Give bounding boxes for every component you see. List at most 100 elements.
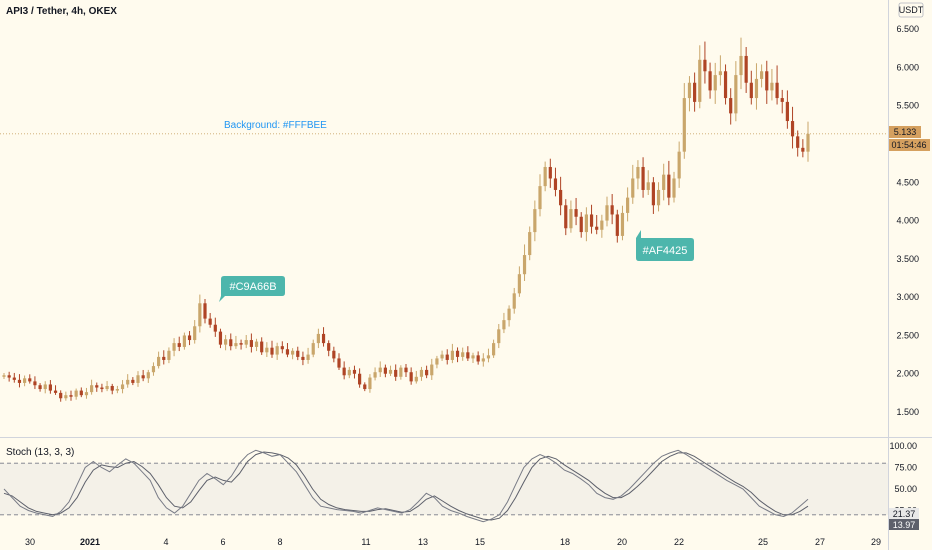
time-tick-label: 30 — [25, 537, 35, 547]
candle-body — [492, 343, 496, 356]
candle-body — [466, 352, 470, 359]
time-tick-label: 4 — [163, 537, 168, 547]
candle-body — [321, 333, 326, 344]
candle-body — [425, 369, 429, 376]
candle-body — [74, 390, 78, 397]
candle-body — [368, 377, 372, 390]
time-tick-label: 11 — [361, 537, 370, 547]
candle-body — [115, 389, 119, 391]
candle-body — [316, 333, 320, 344]
candle-body — [708, 71, 712, 91]
annotation-up-color[interactable]: #C9A66B — [219, 276, 285, 302]
candle-body — [734, 75, 738, 114]
stoch-d-tag[interactable]: 13.97 — [889, 519, 919, 530]
stoch-k-tag[interactable]: 21.37 — [889, 508, 919, 519]
candle-body — [198, 303, 202, 327]
price-pane[interactable] — [0, 37, 888, 402]
candle-body — [157, 356, 161, 367]
candle-body — [383, 367, 387, 374]
stoch-k-line — [3, 449, 809, 523]
candle-body — [739, 55, 743, 76]
candle-body — [507, 308, 511, 321]
candle-body — [337, 358, 341, 368]
candle-body — [600, 220, 604, 230]
time-tick-label: 20 — [617, 537, 627, 547]
candle-body — [775, 82, 779, 99]
candle-body — [693, 82, 697, 102]
candle-body — [796, 136, 800, 148]
candle-body — [667, 174, 671, 198]
svg-text:#AF4425: #AF4425 — [643, 245, 688, 257]
candle-body — [187, 335, 192, 341]
candle-body — [440, 354, 444, 359]
candle-body — [388, 369, 393, 374]
last-price-tag[interactable]: 5.133 01:54:46 — [889, 126, 930, 151]
candle-body — [270, 347, 274, 355]
candle-body — [445, 354, 449, 360]
stoch-title[interactable]: Stoch (13, 3, 3) — [6, 447, 74, 458]
candle-body — [801, 147, 805, 152]
candle-body — [481, 358, 485, 362]
candle-body — [358, 373, 362, 385]
candle-body — [435, 358, 439, 365]
candle-body — [79, 390, 83, 396]
candle-body — [146, 372, 150, 379]
time-axis[interactable]: 30 2021 4 6 8 11 13 15 18 20 22 25 27 29 — [25, 537, 881, 547]
candle-body — [672, 178, 676, 198]
candle-body — [399, 367, 403, 377]
candle-body — [363, 384, 367, 390]
candle-body — [69, 395, 73, 397]
candle-body — [296, 350, 300, 357]
candle-body — [105, 385, 109, 390]
candle-body — [512, 293, 516, 309]
candle-body — [713, 75, 717, 91]
candle-body — [342, 367, 346, 376]
candle-body — [414, 376, 418, 382]
price-tick-label: 5.500 — [896, 101, 919, 111]
candle-body — [291, 350, 295, 355]
currency-label: USDT — [899, 5, 924, 15]
candle-body — [564, 205, 568, 229]
candle-body — [569, 209, 573, 229]
candle-body — [574, 209, 578, 217]
candle-body — [53, 390, 58, 393]
candle-body — [203, 303, 207, 319]
candle-body — [404, 367, 408, 373]
candle-body — [744, 55, 748, 83]
candle-body — [38, 385, 42, 390]
price-tick-label: 3.000 — [896, 292, 919, 302]
candle-body — [218, 331, 223, 345]
candle-body — [7, 375, 11, 378]
candle-body — [785, 101, 789, 122]
candle-body — [620, 212, 625, 236]
time-tick-label: 18 — [560, 537, 570, 547]
candle-body — [760, 71, 764, 79]
candle-body — [182, 335, 186, 347]
candle-body — [84, 392, 89, 396]
candle-body — [59, 392, 63, 399]
candle-body — [265, 347, 269, 353]
candle-body — [244, 340, 248, 345]
candle-body — [301, 356, 305, 360]
candle-body — [646, 182, 650, 190]
candle-body — [749, 82, 753, 99]
stoch-pane[interactable] — [0, 449, 888, 523]
candle-body — [502, 320, 506, 330]
stoch-tick-label: 100.00 — [889, 441, 917, 451]
candle-body — [677, 151, 681, 179]
candle-body — [33, 381, 37, 386]
candle-body — [409, 372, 413, 382]
symbol-title[interactable]: API3 / Tether, 4h, OKEX — [6, 6, 117, 17]
currency-box[interactable] — [898, 2, 924, 18]
candle-body — [48, 384, 52, 391]
candle-body — [455, 350, 460, 357]
candle-body — [605, 205, 609, 221]
stoch-tick-label: 75.00 — [894, 463, 917, 473]
candle-body — [497, 329, 501, 344]
time-tick-label: 29 — [871, 537, 881, 547]
candle-body — [533, 209, 537, 233]
candle-body — [656, 189, 661, 206]
candle-body — [543, 166, 547, 187]
annotation-down-color[interactable]: #AF4425 — [636, 230, 694, 261]
